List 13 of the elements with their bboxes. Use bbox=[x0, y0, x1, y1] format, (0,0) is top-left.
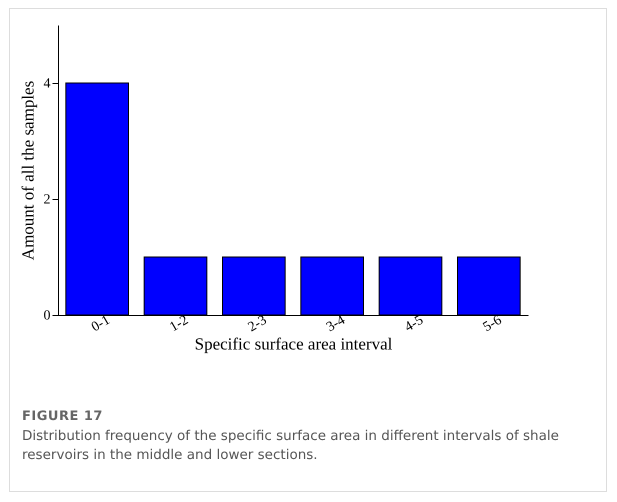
x-tick-label: 2-3 bbox=[246, 312, 270, 336]
x-tick-label: 1-2 bbox=[167, 312, 192, 336]
x-tick-label: 4-5 bbox=[402, 312, 426, 336]
x-tick-label: 5-6 bbox=[480, 312, 504, 336]
y-axis-title: Amount of all the samples bbox=[18, 80, 38, 260]
text: Distribution frequency of the specific surface area in different intervals of shale reservoirs in the middle and lower sections. bbox=[22, 426, 560, 466]
y-tick-label: 0 bbox=[44, 308, 50, 324]
x-tick-label: 0-1 bbox=[89, 312, 113, 336]
caption: FIGURE 17 bbox=[22, 408, 104, 426]
x-axis-title: Specific surface area interval bbox=[194, 334, 393, 354]
y-tick-label: 4 bbox=[44, 76, 50, 92]
x-tick-label: 3-4 bbox=[324, 312, 348, 336]
y-tick-label: 2 bbox=[44, 192, 50, 208]
